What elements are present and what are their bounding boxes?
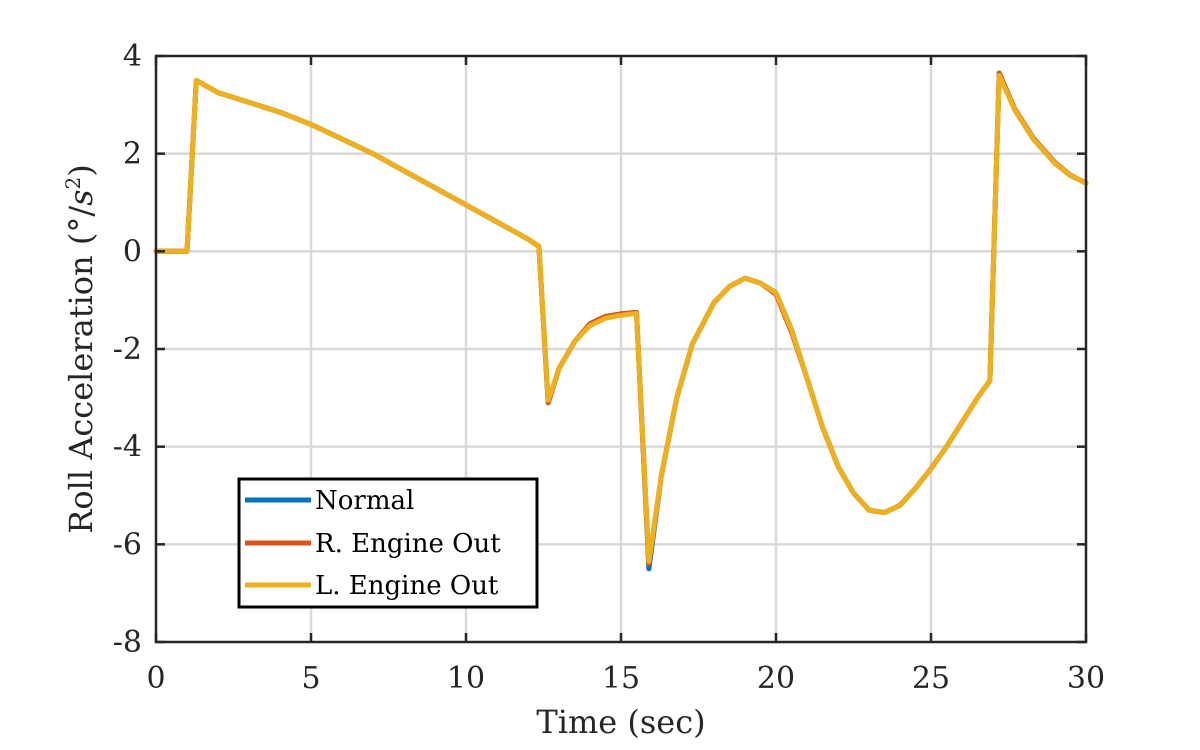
x-tick-label: 15 [602, 661, 640, 696]
y-tick-label: -2 [113, 332, 142, 367]
x-tick-label: 20 [757, 661, 795, 696]
y-tick-label: -6 [113, 527, 142, 562]
ticks [154, 54, 1088, 644]
y-tick-label: 2 [123, 137, 142, 172]
y-axis-label: Roll Acceleration (°/s2) [61, 164, 100, 533]
legend-label-l-engine-out: L. Engine Out [315, 571, 499, 601]
series-layer [153, 70, 1089, 572]
y-tick-label: 0 [123, 234, 142, 269]
tick-labels: 0 5 10 15 20 25 30 -8 -6 -4 -2 0 2 4 [113, 39, 1105, 696]
y-tick-label: 4 [123, 39, 142, 74]
legend-label-normal: Normal [315, 486, 414, 516]
x-tick-label: 10 [447, 661, 485, 696]
y-axis-label-exponent: 2 [61, 177, 85, 190]
x-tick-label: 30 [1067, 661, 1105, 696]
y-axis-label-text: Roll Acceleration (°/ [62, 206, 100, 534]
x-tick-label: 5 [301, 661, 320, 696]
x-axis-label: Time (sec) [536, 703, 705, 741]
y-tick-label: -4 [113, 430, 142, 465]
legend: Normal R. Engine Out L. Engine Out [237, 477, 539, 609]
y-axis-label-close: ) [62, 164, 100, 176]
y-tick-label: -8 [113, 625, 142, 660]
x-tick-label: 0 [146, 661, 165, 696]
y-axis-label-unit: s [62, 189, 100, 205]
x-tick-label: 25 [912, 661, 950, 696]
series-line-l-engine-out [153, 73, 1089, 564]
legend-label-r-engine-out: R. Engine Out [315, 529, 501, 559]
